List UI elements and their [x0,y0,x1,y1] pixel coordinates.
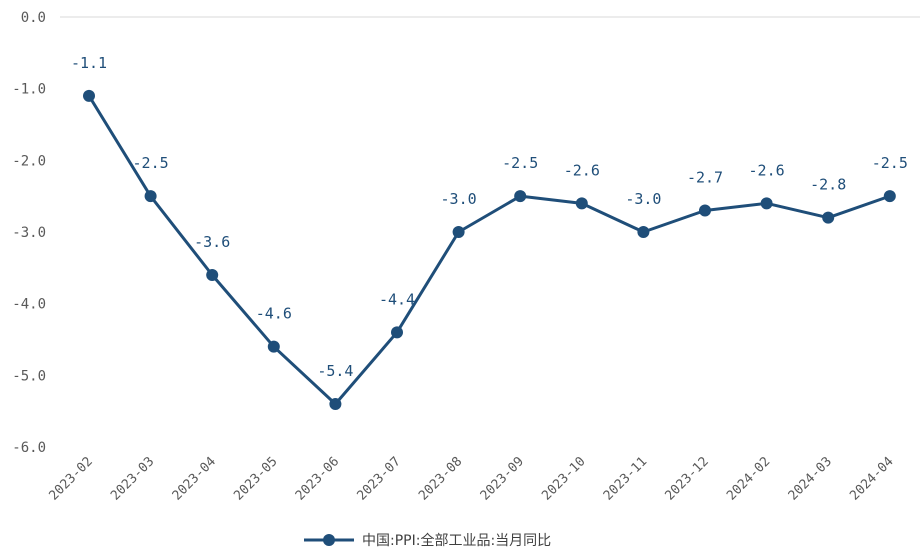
data-point [391,326,403,339]
data-point [514,190,527,203]
x-tick-label: 2023-05 [231,454,280,503]
data-point [267,340,280,353]
x-tick-label: 2023-09 [478,454,527,503]
x-tick-label: 2023-06 [293,454,342,503]
data-point [760,197,773,210]
y-tick-label: -4.0 [12,297,46,313]
y-tick-label: -5.0 [12,368,46,384]
data-point [575,197,588,210]
y-tick-label: -6.0 [12,440,46,456]
data-label: -3.0 [441,190,477,208]
data-label: -4.6 [256,305,292,323]
x-tick-label: 2023-08 [416,454,465,503]
data-point [329,398,342,410]
data-label: -1.1 [71,54,107,72]
data-label: -2.8 [810,176,846,194]
y-tick-label: 0.0 [21,10,46,26]
data-point [83,89,95,102]
x-tick-label: 2024-03 [786,454,835,503]
data-label: -5.4 [317,362,353,380]
data-point [144,190,157,203]
legend-dot-marker [323,534,335,546]
y-tick-label: -1.0 [12,82,46,98]
x-axis-ticks: 2023-02 2023-03 2023-04 2023-05 2023-06 2023-… [46,454,896,503]
x-tick-label: 2023-04 [170,454,219,503]
x-tick-label: 2024-02 [724,454,773,503]
legend-label: 中国:PPI:全部工业品:当月同比 [362,532,551,549]
data-point [206,269,219,281]
data-labels: -1.1 -2.5 -3.6 -4.6 -5.4 -4.4 -3.0 -2.5 -2.6 -3.0… [71,54,908,380]
data-label: -2.5 [502,154,538,172]
y-tick-label: -3.0 [12,225,46,241]
x-tick-label: 2023-11 [601,454,650,503]
data-label: -3.6 [194,233,230,251]
y-tick-label: -2.0 [12,153,46,169]
x-tick-label: 2023-02 [46,454,95,503]
data-label: -2.6 [749,161,785,179]
data-label: -3.0 [625,190,661,208]
data-label: -2.7 [687,169,723,187]
data-point [822,211,835,224]
data-label: -2.5 [133,154,169,172]
y-axis-ticks: 0.0 -1.0 -2.0 -3.0 -4.0 -5.0 -6.0 [12,10,46,456]
data-point [637,226,650,238]
data-label: -2.5 [872,154,908,172]
legend: 中国:PPI:全部工业品:当月同比 [304,532,551,549]
data-point [452,226,465,238]
data-point [699,204,711,217]
data-label: -4.4 [379,290,415,308]
data-label: -2.6 [564,161,600,179]
x-tick-label: 2023-10 [539,454,588,503]
data-point [883,190,896,203]
x-tick-label: 2023-07 [354,454,403,503]
data-points [83,89,896,410]
x-tick-label: 2023-12 [662,454,711,503]
x-tick-label: 2023-03 [108,454,157,503]
series-line [87,95,891,406]
x-tick-label: 2024-04 [847,454,896,503]
